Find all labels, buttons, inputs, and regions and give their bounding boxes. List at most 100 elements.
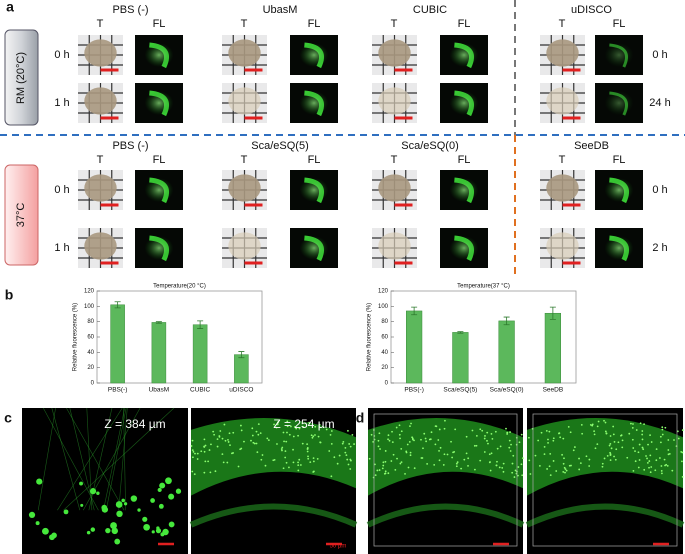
cell [454, 428, 457, 431]
fluorescence [449, 91, 479, 115]
cell [638, 443, 641, 446]
cell [286, 425, 289, 428]
cell [330, 442, 333, 445]
column-label: T [391, 154, 398, 166]
cell [227, 438, 229, 441]
cell [450, 440, 452, 443]
cell [272, 459, 275, 462]
column-label: FL [458, 154, 471, 166]
cell [299, 464, 302, 466]
cell [439, 446, 442, 449]
cell [434, 443, 437, 446]
cell [384, 470, 387, 473]
panel-letter: d [356, 410, 365, 426]
annotation: Z = 384 µm [104, 417, 165, 431]
cell [649, 434, 651, 437]
cell [646, 457, 648, 460]
cell [511, 462, 514, 465]
cell [446, 453, 449, 456]
cell [660, 465, 663, 467]
error-bar [155, 321, 162, 324]
cell [400, 447, 403, 450]
cell [250, 439, 252, 442]
cell [210, 443, 212, 446]
cell [191, 439, 194, 442]
cell [659, 441, 662, 444]
cell [620, 434, 623, 437]
cell [632, 469, 635, 472]
cell [293, 426, 296, 428]
tissue [228, 174, 261, 202]
cell [379, 448, 381, 450]
cell [190, 445, 193, 447]
cell [328, 450, 331, 452]
cell [642, 448, 645, 451]
cell [297, 469, 300, 472]
cell [667, 449, 670, 451]
cell [306, 450, 309, 453]
fluorescence [144, 43, 174, 67]
cell [400, 461, 403, 464]
time-label: 0 h [652, 184, 667, 196]
cell [605, 432, 608, 435]
cell [392, 453, 395, 456]
neuron [114, 538, 121, 545]
cell [646, 461, 649, 464]
cell [641, 446, 644, 449]
cell [191, 449, 194, 452]
cell [594, 447, 597, 450]
cell [351, 433, 354, 436]
cell [490, 433, 493, 435]
cell [387, 472, 390, 475]
cell [396, 457, 398, 460]
time-label: 0 h [652, 49, 667, 61]
dendrite [123, 407, 126, 511]
cell [282, 431, 285, 434]
cell [562, 462, 565, 465]
cell [666, 464, 669, 467]
cell [637, 466, 640, 469]
bar [234, 354, 249, 384]
neuron [116, 510, 123, 518]
column-label: FL [613, 18, 626, 30]
cell [318, 423, 321, 426]
cell [641, 430, 644, 432]
cell [520, 433, 523, 436]
column-label: FL [308, 18, 321, 30]
cell [288, 466, 290, 469]
cell [433, 463, 436, 466]
cell [349, 445, 352, 448]
cell [487, 442, 489, 445]
cell [659, 435, 662, 438]
cortex [191, 418, 356, 496]
cell [428, 438, 431, 441]
cell [588, 465, 591, 467]
tissue [378, 39, 411, 67]
cell [226, 461, 229, 464]
cell [312, 460, 315, 463]
column-label: T [241, 154, 248, 166]
cell [216, 445, 219, 448]
cell [438, 459, 441, 462]
cell [552, 460, 555, 462]
cell [609, 435, 612, 437]
cell [596, 443, 599, 446]
cell [255, 442, 258, 445]
column-label: FL [153, 154, 166, 166]
x-tick-label: Sca/eSQ(0) [490, 387, 524, 394]
cell [597, 420, 600, 423]
cell [297, 461, 299, 464]
cell [632, 447, 635, 449]
cortex [368, 418, 523, 496]
cell [488, 453, 491, 456]
cell [240, 424, 242, 427]
cell [285, 461, 288, 464]
panel-letter: c [4, 410, 12, 426]
cell [394, 468, 397, 471]
cell [676, 430, 679, 433]
cell [292, 461, 295, 464]
cell [641, 438, 644, 441]
cell [368, 457, 371, 460]
cell [591, 424, 594, 427]
cell [650, 441, 653, 443]
